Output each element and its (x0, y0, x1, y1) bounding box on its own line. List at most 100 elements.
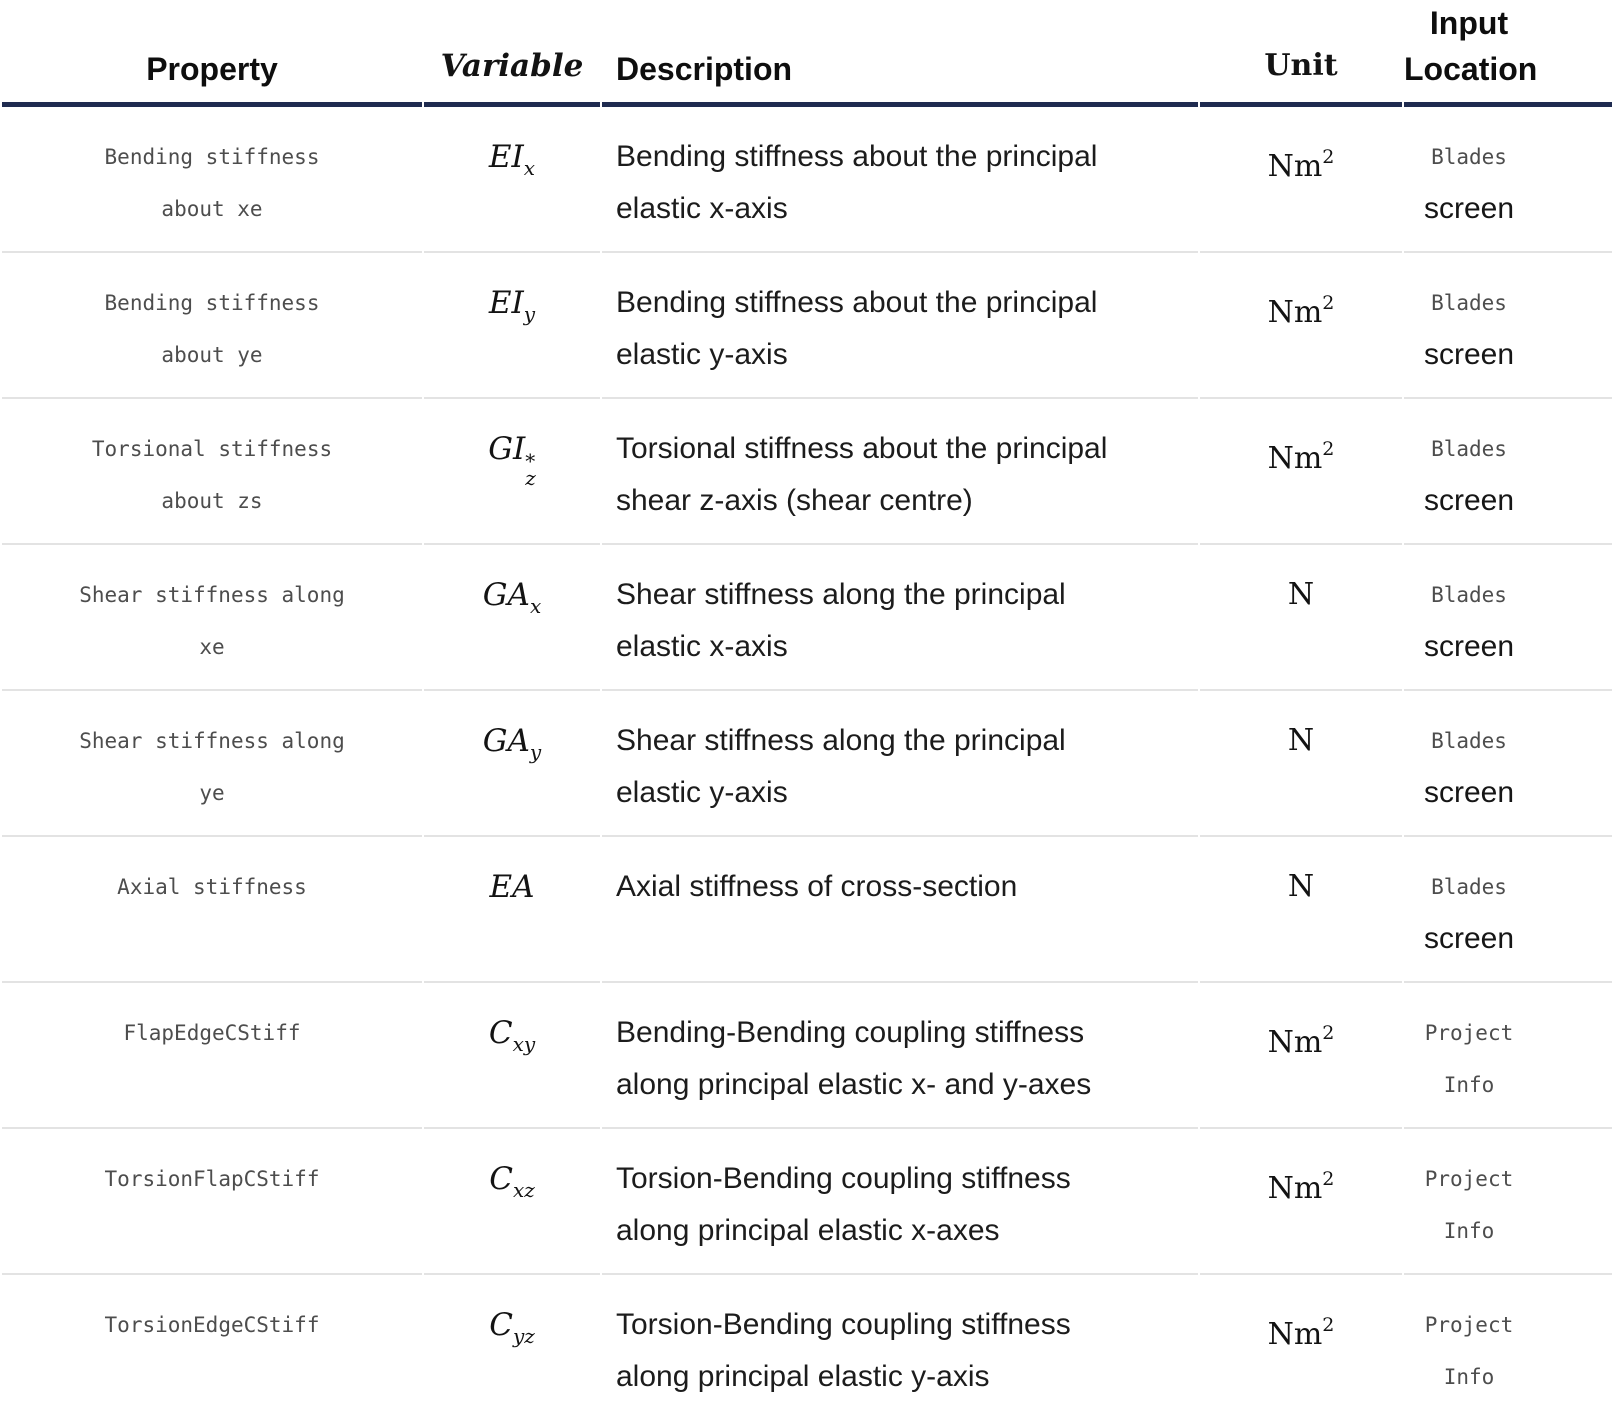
variable-base: C (488, 1015, 513, 1051)
unit-text: N (1287, 869, 1315, 904)
description-cell: Shear stiffness along the principal elast… (602, 545, 1198, 691)
variable-cell: Cyz (424, 1275, 600, 1419)
location-code-text: Blades (1431, 145, 1507, 169)
variable-base: EA (489, 869, 535, 905)
unit-superscript: 2 (1322, 438, 1335, 460)
description-cell: Axial stiffness of cross-section (602, 837, 1198, 983)
property-text: Axial stiffness (117, 875, 307, 899)
property-text: FlapEdgeCStiff (123, 1021, 301, 1045)
location-plain-text: screen (1423, 922, 1515, 955)
description-text: elastic y-axis (616, 776, 788, 809)
location-cell: Project Info (1404, 1129, 1612, 1275)
unit-cell: Nm2 (1200, 399, 1402, 545)
location-plain-text: screen (1423, 776, 1515, 809)
header-row: Property Variable Description Unit Input… (2, 0, 1612, 107)
location-code-text: Blades (1431, 583, 1507, 607)
location-code-text: Blades (1431, 291, 1507, 315)
property-text: xe (199, 635, 225, 659)
variable-cell: EIx (424, 107, 600, 253)
description-text: along principal elastic x- and y-axes (616, 1068, 1092, 1101)
table-row: Bending stiffness about ye EIy Bending st… (2, 253, 1612, 399)
unit-superscript: 2 (1322, 1314, 1335, 1336)
location-code-text: Project (1424, 1167, 1514, 1191)
variable-supsub: * z (525, 449, 536, 488)
description-cell: Bending-Bending coupling stiffness along … (602, 983, 1198, 1129)
description-text: Torsion-Bending coupling stiffness (616, 1162, 1071, 1195)
table-row: FlapEdgeCStiff Cxy Bending-Bending coupl… (2, 983, 1612, 1129)
unit-cell: Nm2 (1200, 107, 1402, 253)
column-header-label: Variable (440, 48, 584, 84)
variable-cell: GI * z (424, 399, 600, 545)
unit-cell: Nm2 (1200, 1275, 1402, 1419)
unit-text: Nm (1267, 441, 1323, 476)
property-text: Torsional stiffness (91, 437, 333, 461)
description-text: along principal elastic x-axes (616, 1214, 1000, 1247)
variable-superscript: * (525, 449, 536, 473)
description-cell: Torsion-Bending coupling stiffness along … (602, 1129, 1198, 1275)
description-text: Bending-Bending coupling stiffness (616, 1016, 1085, 1049)
description-text: elastic x-axis (616, 192, 788, 225)
location-code-text: Info (1443, 1365, 1495, 1389)
variable-base: C (489, 1161, 513, 1197)
variable-subscript: y (523, 302, 536, 326)
location-code-text: Info (1443, 1219, 1495, 1243)
description-cell: Torsion-Bending coupling stiffness along … (602, 1275, 1198, 1419)
unit-superscript: 2 (1322, 292, 1335, 314)
variable-cell: EIy (424, 253, 600, 399)
unit-text: N (1287, 577, 1315, 612)
unit-superscript: 2 (1322, 146, 1335, 168)
table-row: Axial stiffness EA Axial stiffness of cr… (2, 837, 1612, 983)
column-header-unit: Unit (1200, 0, 1402, 107)
property-cell: Shear stiffness along xe (2, 545, 422, 691)
property-text: Shear stiffness along (79, 729, 345, 753)
description-text: shear z-axis (shear centre) (616, 484, 973, 517)
description-text: elastic y-axis (616, 338, 788, 371)
unit-text: Nm (1267, 149, 1323, 184)
description-cell: Shear stiffness along the principal elast… (602, 691, 1198, 837)
property-text: Bending stiffness (104, 145, 320, 169)
location-cell: Project Info (1404, 1275, 1612, 1419)
table-row: TorsionEdgeCStiff Cyz Torsion-Bending co… (2, 1275, 1612, 1419)
unit-text: Nm (1267, 295, 1323, 330)
unit-cell: N (1200, 545, 1402, 691)
variable-subscript: xy (512, 1032, 536, 1056)
description-cell: Torsional stiffness about the principal s… (602, 399, 1198, 545)
description-text: elastic x-axis (616, 630, 788, 663)
column-header-variable: Variable (424, 0, 600, 107)
variable-base: GA (482, 577, 530, 613)
unit-superscript: 2 (1322, 1022, 1335, 1044)
table-row: Shear stiffness along ye GAy Shear stiffn… (2, 691, 1612, 837)
property-cell: Bending stiffness about xe (2, 107, 422, 253)
column-header-input-location: Input Location (1404, 0, 1612, 107)
variable-base: GA (482, 723, 530, 759)
property-cell: Bending stiffness about ye (2, 253, 422, 399)
variable-subscript: xz (512, 1178, 535, 1202)
description-text: Torsion-Bending coupling stiffness (616, 1308, 1071, 1341)
column-header-label: Input (1429, 5, 1509, 41)
description-text: Axial stiffness of cross-section (616, 870, 1018, 903)
unit-text: N (1287, 723, 1315, 758)
unit-superscript: 2 (1322, 1168, 1335, 1190)
location-cell: Blades screen (1404, 399, 1612, 545)
column-header-label: Unit (1264, 48, 1338, 83)
property-cell: FlapEdgeCStiff (2, 983, 422, 1129)
property-text: about ye (161, 343, 263, 367)
property-text: TorsionFlapCStiff (104, 1167, 320, 1191)
variable-cell: GAx (424, 545, 600, 691)
variable-subscript: x (529, 594, 542, 618)
location-code-text: Project (1424, 1313, 1514, 1337)
unit-text: Nm (1267, 1025, 1323, 1060)
location-plain-text: screen (1423, 484, 1515, 517)
table-row: Torsional stiffness about zs GI * z Torsion… (2, 399, 1612, 545)
table-row: TorsionFlapCStiff Cxz Torsion-Bending co… (2, 1129, 1612, 1275)
property-text: about zs (161, 489, 263, 513)
property-cell: Torsional stiffness about zs (2, 399, 422, 545)
location-code-text: Info (1443, 1073, 1495, 1097)
property-text: Shear stiffness along (79, 583, 345, 607)
variable-cell: Cxy (424, 983, 600, 1129)
location-code-text: Project (1424, 1021, 1514, 1045)
table-row: Shear stiffness along xe GAx Shear stiffn… (2, 545, 1612, 691)
location-cell: Blades screen (1404, 837, 1612, 983)
column-header-property: Property (2, 0, 422, 107)
description-text: Shear stiffness along the principal (616, 578, 1066, 611)
